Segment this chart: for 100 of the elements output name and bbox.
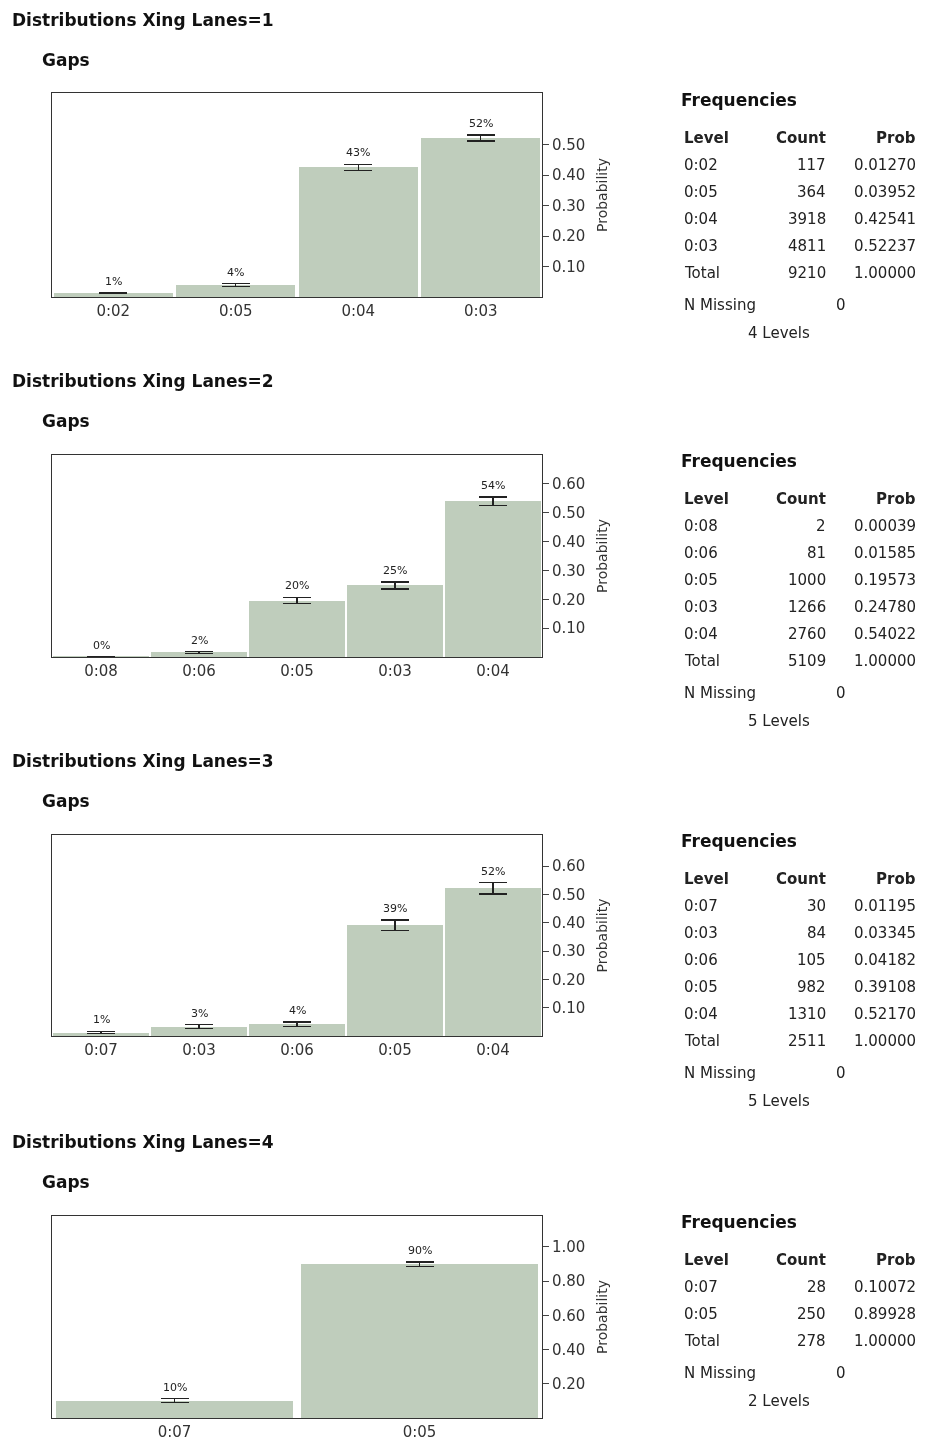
data-label: 52% (481, 865, 506, 878)
y-tick-label: 0.50 (552, 136, 586, 155)
chart-subtitle: Gaps (42, 411, 90, 431)
text: 250 (797, 1305, 826, 1323)
text: 0:05 (684, 183, 718, 201)
text: 3918 (788, 210, 827, 228)
text: Count (776, 129, 826, 147)
data-label: 4% (227, 266, 245, 279)
text: Level (684, 490, 729, 508)
y-tick-label: 0.40 (552, 914, 586, 933)
y-tick-label: 0.20 (552, 227, 586, 246)
chart-subtitle: Gaps (42, 50, 90, 70)
data-label: 25% (383, 564, 408, 577)
y-tick-label: 0.30 (552, 196, 586, 215)
y-tick-label: 0.80 (552, 1272, 586, 1291)
text: 0:04 (684, 1005, 718, 1023)
text: 5109 (788, 652, 827, 670)
chart-subtitle: Gaps (42, 1172, 90, 1192)
bar (421, 138, 540, 297)
y-axis-title: Probability (593, 1279, 610, 1355)
chart-subtitle: Gaps (42, 791, 90, 811)
y-tick-label: 0.10 (552, 998, 586, 1017)
text: 5 Levels (748, 712, 810, 730)
x-tick-label: 0:02 (96, 302, 131, 320)
text: 2760 (788, 625, 827, 643)
text: 30 (807, 897, 827, 915)
text: 4811 (788, 237, 827, 255)
y-tick-label: 0.40 (552, 166, 586, 185)
bar (347, 925, 443, 1036)
data-label: 4% (289, 1004, 307, 1017)
text: 1310 (788, 1005, 827, 1023)
text: Prob (876, 1251, 916, 1269)
text: 0:04 (684, 210, 718, 228)
text: 0.54022 (854, 625, 917, 643)
text: 0.42541 (854, 210, 917, 228)
data-label: 39% (383, 902, 408, 915)
bar (445, 888, 541, 1036)
text: 0.01195 (854, 897, 917, 915)
text: 2 (816, 517, 826, 535)
data-label: 90% (408, 1244, 433, 1257)
text: Frequencies (681, 451, 797, 471)
data-label: 10% (163, 1381, 188, 1394)
text: 0:08 (684, 517, 718, 535)
text: Total (684, 1332, 721, 1350)
data-label: 52% (469, 117, 494, 130)
text: 0 (836, 1064, 846, 1082)
text: Total (684, 264, 721, 282)
bar (151, 652, 247, 657)
text: 0.39108 (854, 978, 917, 996)
y-tick-label: 0.30 (552, 561, 586, 580)
text: 0.89928 (854, 1305, 917, 1323)
text: 0:02 (684, 156, 718, 174)
x-tick-label: 0:04 (476, 1041, 510, 1059)
text: 1.00000 (854, 652, 917, 670)
y-axis-title: Probability (593, 518, 610, 594)
text: 0:04 (684, 625, 718, 643)
text: Level (684, 870, 729, 888)
data-label: 2% (191, 634, 209, 647)
text: 0 (836, 1364, 846, 1382)
text: 0:06 (684, 951, 718, 969)
text: 4 Levels (748, 324, 810, 342)
text: 0:06 (684, 544, 718, 562)
text: 81 (807, 544, 827, 562)
text: Level (684, 1251, 729, 1269)
text: 982 (797, 978, 826, 996)
x-tick-label: 0:05 (280, 662, 314, 680)
text: Prob (876, 129, 916, 147)
text: 0:03 (684, 924, 718, 942)
text: 0.04182 (854, 951, 917, 969)
text: N Missing (684, 1364, 756, 1382)
y-tick-label: 0.10 (552, 619, 586, 638)
text: N Missing (684, 684, 756, 702)
x-tick-label: 0:05 (378, 1041, 412, 1059)
chart-title: Distributions Xing Lanes=1 (12, 10, 274, 30)
y-axis-title: Probability (593, 898, 610, 973)
bar (445, 501, 541, 657)
text: Total (684, 652, 721, 670)
text: 1000 (788, 571, 827, 589)
text: 2511 (788, 1032, 827, 1050)
text: 0.01585 (854, 544, 917, 562)
data-label: 1% (105, 275, 123, 288)
text: 0 (836, 296, 846, 314)
text: 0.01270 (854, 156, 917, 174)
data-label: 54% (481, 479, 506, 492)
y-tick-label: 0.50 (552, 885, 586, 904)
bar (249, 1024, 345, 1036)
text: 0.10072 (854, 1278, 917, 1296)
text: 5 Levels (748, 1092, 810, 1110)
text: Frequencies (681, 90, 797, 110)
text: Count (776, 490, 826, 508)
text: 0:05 (684, 571, 718, 589)
text: Count (776, 1251, 826, 1269)
data-label: 0% (93, 639, 111, 652)
text: 0:05 (684, 978, 718, 996)
text: 364 (797, 183, 826, 201)
x-tick-label: 0:03 (463, 302, 498, 320)
text: 0.24780 (854, 598, 917, 616)
text: Level (684, 129, 729, 147)
bar (54, 293, 173, 297)
text: 0.00039 (854, 517, 917, 535)
